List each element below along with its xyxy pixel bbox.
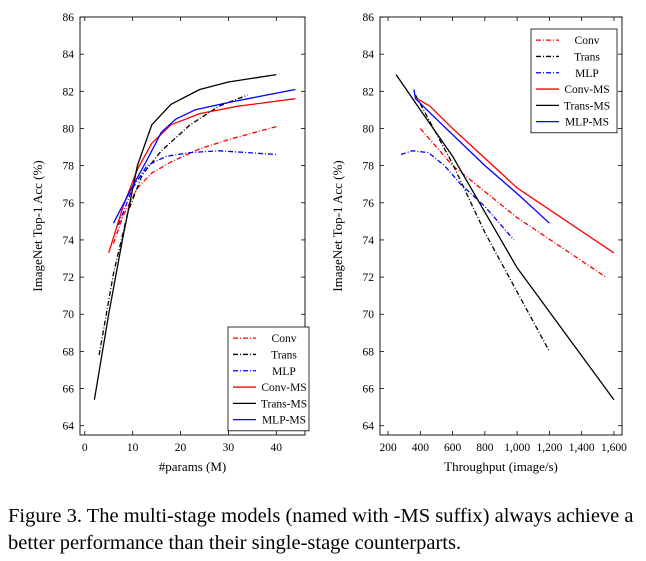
x-tick-label: 600 bbox=[444, 442, 462, 454]
chart-params-panel: 64 66 68 70 72 74 76 78 80 82 84 86 0 10 20 30 40 #params… bbox=[30, 12, 310, 474]
legend-box bbox=[530, 28, 618, 134]
legend-label: Trans bbox=[574, 51, 600, 63]
x-tick-label: 1,600 bbox=[601, 442, 627, 454]
series-line-mlp bbox=[117, 150, 277, 226]
y-tick-label: 68 bbox=[63, 346, 75, 358]
legend-label: Conv-MS bbox=[261, 382, 306, 394]
y-tick-label: 82 bbox=[363, 86, 375, 98]
series-line-mlp-ms bbox=[413, 89, 550, 224]
y-tick-label: 78 bbox=[63, 161, 75, 173]
y-tick-label: 74 bbox=[363, 235, 375, 247]
y-tick-label: 72 bbox=[63, 272, 75, 284]
legend-label: Trans bbox=[271, 349, 297, 361]
plot-frame bbox=[379, 16, 623, 436]
y-axis-label: ImageNet Top-1 Acc (%) bbox=[330, 160, 345, 291]
legend-label: MLP-MS bbox=[565, 117, 609, 129]
y-tick-label: 76 bbox=[63, 198, 75, 210]
legend-label: Trans-MS bbox=[261, 398, 307, 410]
legend: Conv Trans MLP Conv-MS Trans-MS MLP-MS bbox=[530, 28, 618, 134]
legend-label: MLP bbox=[272, 366, 296, 378]
y-tick-label: 74 bbox=[63, 235, 75, 247]
x-tick-label: 20 bbox=[175, 442, 187, 454]
series-line-conv bbox=[112, 125, 277, 244]
x-tick-label: 200 bbox=[379, 442, 397, 454]
y-tick-label: 80 bbox=[63, 123, 75, 135]
legend: Conv Trans MLP Conv-MS Trans-MS MLP-MS bbox=[227, 326, 310, 432]
x-tick-label: 1,200 bbox=[536, 442, 562, 454]
x-axis-label: #params (M) bbox=[159, 459, 227, 474]
legend-label: Conv bbox=[575, 35, 600, 47]
y-tick-label: 80 bbox=[363, 123, 375, 135]
y-tick-label: 64 bbox=[63, 421, 75, 433]
x-tick-label: 400 bbox=[412, 442, 430, 454]
x-axis-label: Throughput (image/s) bbox=[444, 459, 558, 474]
x-tick-label: 1,000 bbox=[504, 442, 530, 454]
series-line-trans-ms bbox=[395, 74, 615, 401]
legend-label: MLP bbox=[575, 68, 599, 80]
y-tick-label: 64 bbox=[363, 421, 375, 433]
series-line-trans-ms bbox=[93, 73, 277, 400]
legend-label: MLP-MS bbox=[262, 415, 306, 427]
y-tick-label: 68 bbox=[363, 346, 375, 358]
x-tick-label: 0 bbox=[82, 442, 88, 454]
y-tick-label: 84 bbox=[363, 49, 375, 61]
series-line-mlp bbox=[400, 150, 515, 241]
x-tick-label: 30 bbox=[223, 442, 235, 454]
y-tick-label: 76 bbox=[363, 198, 375, 210]
chart-throughput-panel: 64 66 68 70 72 74 76 78 80 82 84 86 200 400 600 800 1,00… bbox=[330, 12, 627, 474]
y-axis-label: ImageNet Top-1 Acc (%) bbox=[30, 160, 45, 291]
y-tick-label: 72 bbox=[363, 272, 375, 284]
y-tick-label: 66 bbox=[363, 384, 375, 396]
x-tick-label: 10 bbox=[127, 442, 139, 454]
y-tick-label: 86 bbox=[63, 12, 75, 24]
y-tick-label: 84 bbox=[63, 49, 75, 61]
x-tick-label: 40 bbox=[271, 442, 283, 454]
y-tick-label: 78 bbox=[363, 161, 375, 173]
figure-caption: Figure 3. The multi-stage models (named … bbox=[8, 505, 634, 554]
series-line-conv-ms bbox=[108, 98, 296, 254]
x-tick-label: 800 bbox=[476, 442, 494, 454]
series-line-conv bbox=[419, 128, 607, 278]
series-line-trans bbox=[414, 94, 550, 352]
x-tick-label: 1,400 bbox=[569, 442, 595, 454]
plot-frame bbox=[79, 16, 306, 436]
series-line-conv-ms bbox=[416, 98, 615, 254]
legend-label: Conv-MS bbox=[564, 84, 609, 96]
figure: 64 66 68 70 72 74 76 78 80 82 84 86 0 10 20 30 40 #params… bbox=[30, 12, 627, 474]
y-tick-label: 86 bbox=[363, 12, 375, 24]
legend-box bbox=[227, 326, 310, 432]
series-line-trans bbox=[98, 94, 248, 356]
legend-label: Trans-MS bbox=[564, 100, 610, 112]
y-tick-label: 82 bbox=[63, 86, 75, 98]
y-tick-label: 70 bbox=[363, 309, 375, 321]
y-tick-label: 70 bbox=[63, 309, 75, 321]
series-line-mlp-ms bbox=[112, 88, 296, 224]
y-tick-label: 66 bbox=[63, 384, 75, 396]
legend-label: Conv bbox=[272, 333, 297, 345]
